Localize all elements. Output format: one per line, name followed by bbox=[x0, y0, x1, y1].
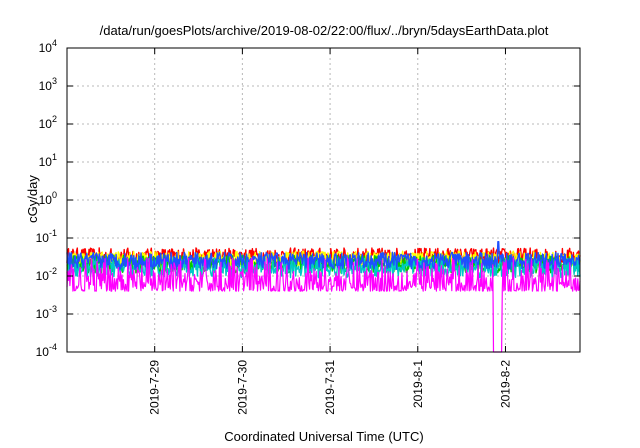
x-tick-label: 2019-8-1 bbox=[411, 360, 425, 408]
grid bbox=[67, 47, 580, 353]
chart-title: /data/run/goesPlots/archive/2019-08-02/2… bbox=[100, 23, 549, 38]
y-tick-label: 100 bbox=[39, 190, 57, 207]
x-axis-label: Coordinated Universal Time (UTC) bbox=[224, 429, 423, 444]
y-tick-label: 10-2 bbox=[36, 266, 57, 283]
x-tick-label: 2019-7-29 bbox=[148, 360, 162, 415]
y-tick-label: 104 bbox=[39, 38, 57, 55]
x-ticks: 2019-7-29 2019-7-30 2019-7-31 2019-8-1 2019-… bbox=[148, 48, 512, 415]
y-tick-label: 101 bbox=[39, 152, 57, 169]
series-layer bbox=[66, 241, 581, 353]
y-axis-label: cGy/day bbox=[25, 175, 40, 223]
series-line bbox=[66, 241, 581, 270]
y-tick-label: 10-4 bbox=[36, 342, 57, 359]
x-tick-label: 2019-7-30 bbox=[235, 360, 249, 415]
x-tick-label: 2019-8-2 bbox=[498, 360, 512, 408]
x-tick-label: 2019-7-31 bbox=[323, 360, 337, 415]
y-tick-label: 102 bbox=[39, 114, 57, 131]
y-tick-label: 10-1 bbox=[36, 228, 57, 245]
y-tick-label: 103 bbox=[39, 76, 57, 93]
y-tick-label: 10-3 bbox=[36, 304, 57, 321]
